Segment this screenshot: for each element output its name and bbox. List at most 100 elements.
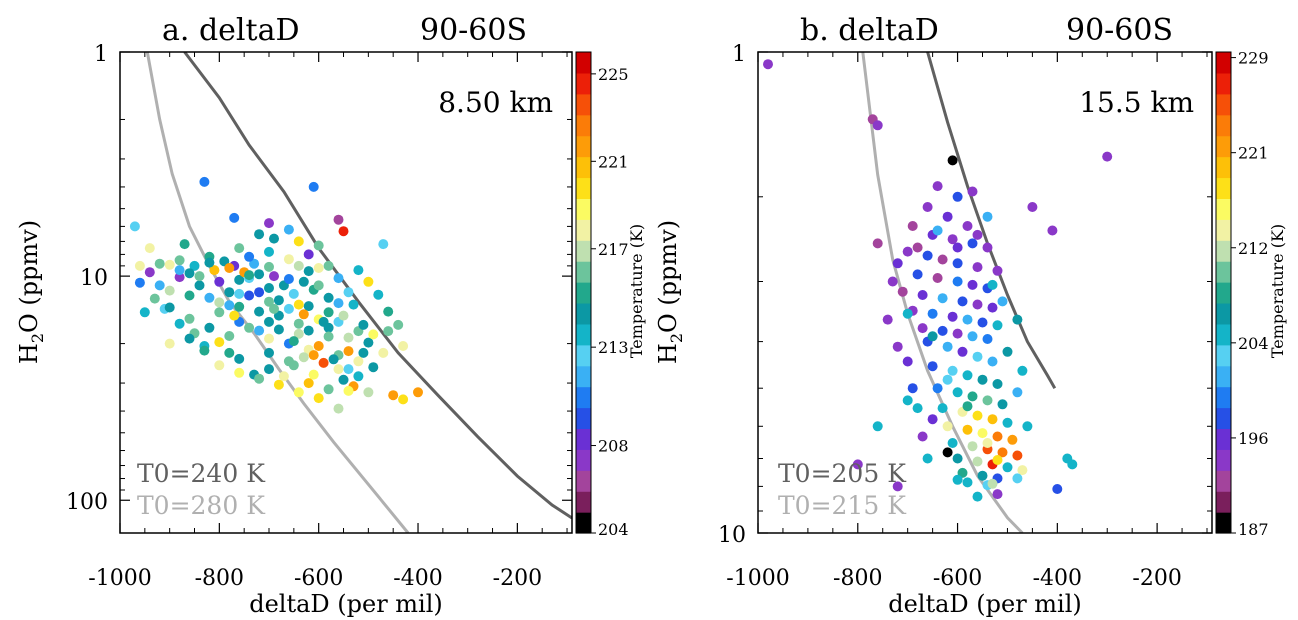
panel-b-data-point [922,250,933,261]
colorbar-segment [576,177,591,199]
panel-b-data-point [932,225,943,236]
panel-a-data-point [184,333,195,344]
panel-b-data-point [1002,462,1013,473]
panel-b-data-point [902,246,913,257]
y-tick-label: 10 [718,523,746,548]
panel-b-data-point [982,395,993,406]
colorbar-segment [576,156,591,179]
panel-b-data-point [982,211,993,222]
panel-a-data-point [204,322,215,333]
panel-b-data-point [922,453,933,464]
colorbar-tick-label: 208 [598,437,629,456]
panel-a-data-point [179,239,190,250]
colorbar-segment [1216,386,1231,409]
panel-a-data-point [154,258,165,269]
panel-a-data-point [308,350,319,361]
panel-b-curve-2 [861,52,1024,533]
panel-a-data-point [323,384,334,395]
panel-a-data-point [273,379,284,390]
panel-a-data-point [338,374,349,385]
panel-a-data-point [313,240,324,251]
x-tick-label: -200 [493,566,542,591]
panel-a-data-point [199,176,210,187]
panel-b-altitude: 15.5 km [1079,86,1194,119]
panel-b-data-point [967,391,978,402]
panel-b-data-point [922,202,933,212]
y-tick-label: 1 [94,42,108,67]
panel-b-data-point [962,401,973,412]
panel-a-data-point [303,249,314,260]
panel-b-data-point [932,383,943,394]
panel-a-data-point [134,260,145,271]
panel-a-data-point [313,393,324,404]
colorbar-segment [576,198,591,220]
panel-b-data-point [967,441,978,452]
panel-a-data-point [254,373,265,384]
panel-a-data-point [303,266,314,277]
panel-a-data-point [254,287,265,298]
panel-a-data-point [194,271,205,282]
panel-a-data-point [244,322,255,333]
colorbar-segment [576,93,591,116]
panel-b-data-point [892,258,903,269]
panel-b-data-point [987,302,998,313]
panel-b-data-point [972,351,983,362]
panel-a-colorbar: 204 208 213 217 221 225 [575,51,629,539]
panel-b-data-point [952,387,963,398]
panel-b-data-point [932,273,943,283]
panel-b-data-point [897,286,908,297]
panel-a-data-point [283,224,294,235]
colorbar-segment [1216,198,1231,220]
panel-a-data-point [293,387,304,398]
panel-b-data-point [972,229,983,240]
panel-a-data-point [224,331,235,341]
panel-b-data-point [972,262,983,273]
panel-a-plot-area [129,52,572,533]
colorbar-tick-label: 187 [1238,520,1269,539]
panel-a-data-point [323,307,334,318]
panel-a-data-point [229,310,240,321]
panel-b-data-point [972,410,983,421]
panel-b-data-point [942,421,953,432]
panel-b-data-point [927,308,938,319]
panel-a-data-point [199,345,210,356]
panel-b-data-point [912,269,923,280]
colorbar-segment [1216,449,1231,471]
panel-a-data-point [298,309,309,320]
colorbar-tick-label: 229 [1238,49,1269,68]
panel-b-data-point [987,356,998,367]
panel-a-data-point [214,337,225,348]
panel-b-y-axis-title: H2O (ppmv) [654,220,686,364]
panel-a-data-point [204,257,215,268]
colorbar-tick-label: 221 [598,152,629,171]
panel-a-data-point [368,329,379,340]
colorbar-tick-label: 212 [1238,239,1269,258]
panel-a-data-point [264,218,274,229]
x-tick-label: -400 [393,566,442,591]
panel-a-plot-contents [129,52,572,533]
colorbar-segment [576,261,591,283]
panel-a-legend-t0-240: T0=240 K [137,459,266,488]
panel-b-data-point [937,403,948,414]
panel-a-altitude: 8.50 km [438,86,553,119]
panel-a-data-point [283,254,294,265]
colorbar-segment [1216,323,1231,346]
panel-a-data-point [234,353,245,364]
panel-a-data-point [224,263,235,273]
panel-b-colorbar-title: Temperature (K) [1268,224,1287,358]
panel-b-data-point [902,395,913,406]
panel-a-data-point [353,371,364,382]
panel-b-data-point [992,320,1003,331]
colorbar-segment [1216,135,1231,158]
panel-b-data-point [997,399,1008,410]
colorbar-segment [576,449,591,471]
panel-b-data-point [952,242,963,253]
panel-a-data-point [308,369,319,380]
colorbar-segment [1216,219,1231,241]
panel-b-data-point [892,341,903,352]
panel-a-data-point [338,310,349,321]
x-tick-label: -200 [1132,566,1181,591]
panel-a-data-point [264,261,274,272]
panel-b-data-point [1012,387,1023,398]
